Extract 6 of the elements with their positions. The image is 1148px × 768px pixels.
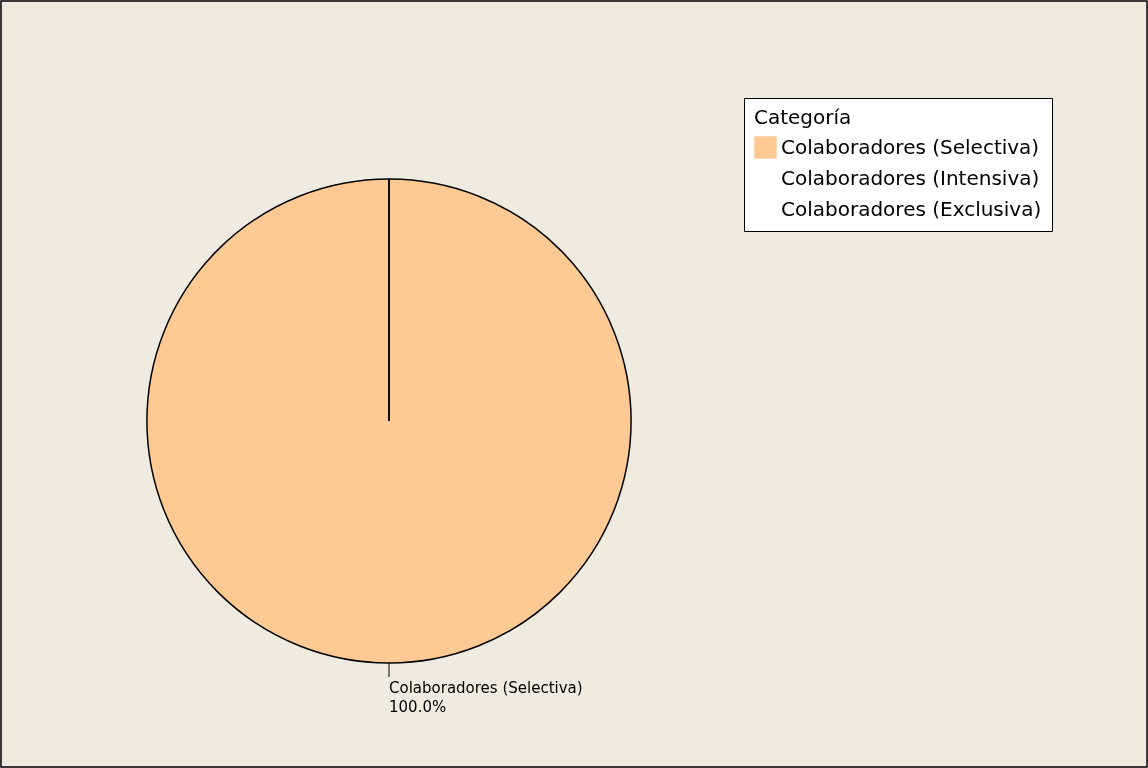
legend-label: Colaboradores (Selectiva) — [781, 134, 1040, 159]
data-label: 100.0% — [389, 698, 447, 716]
category-label: Colaboradores (Intensiva) — [781, 165, 1040, 190]
legend-title: Categoría — [754, 105, 852, 129]
category-label: Colaboradores (Exclusiva) — [781, 196, 1042, 221]
slice-label: Colaboradores (Selectiva) — [389, 679, 583, 697]
